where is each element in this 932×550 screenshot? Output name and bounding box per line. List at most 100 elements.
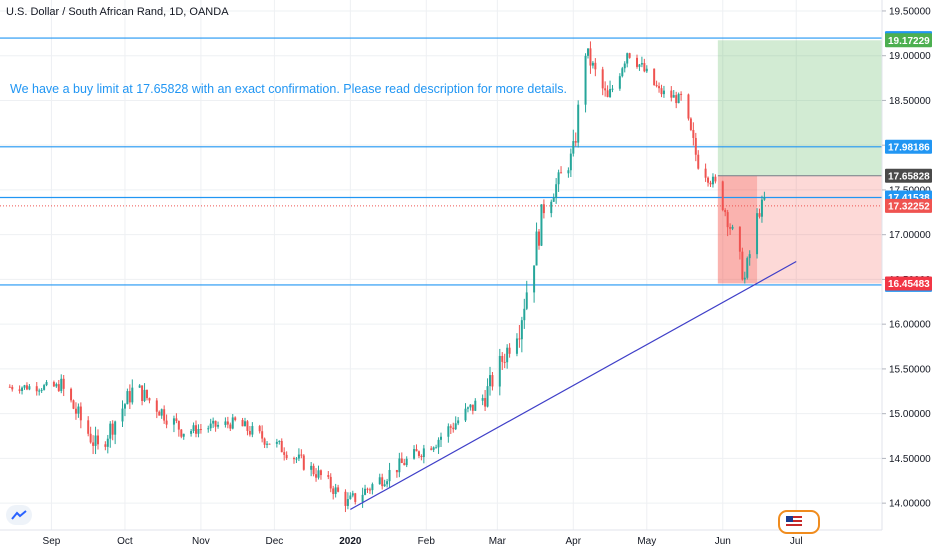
candle — [672, 90, 675, 98]
candle — [180, 429, 183, 439]
candle-body — [415, 449, 418, 452]
last-price-tag-text: 17.32252 — [888, 201, 930, 212]
candle — [454, 416, 457, 431]
candle-body — [212, 420, 215, 424]
candle — [677, 92, 680, 104]
candle — [694, 132, 697, 162]
candle-body — [368, 489, 371, 491]
candle-body — [217, 424, 220, 427]
candle — [297, 448, 300, 462]
candle-body — [172, 418, 175, 425]
candle-body — [251, 426, 254, 435]
candle — [662, 85, 665, 98]
x-tick-label: Feb — [418, 536, 436, 547]
candle — [449, 424, 452, 434]
candle — [121, 400, 124, 428]
candle-body — [317, 470, 320, 478]
candle — [653, 68, 656, 86]
candle — [312, 463, 315, 477]
x-tick-label: Nov — [192, 536, 210, 547]
candle-body — [57, 384, 60, 391]
candle — [660, 84, 663, 98]
candle — [422, 444, 425, 464]
candle — [388, 462, 391, 488]
candle — [364, 484, 367, 496]
candle-body — [658, 86, 661, 89]
last-price-tag: 17.32252 — [885, 198, 932, 213]
candle — [337, 484, 340, 493]
candle-body — [327, 475, 330, 477]
candle-body — [645, 68, 648, 72]
candle — [109, 421, 112, 448]
candle — [731, 224, 734, 231]
trade-annotation: We have a buy limit at 17.65828 with an … — [10, 82, 568, 96]
candle-body — [97, 435, 99, 445]
candle-body — [337, 487, 340, 492]
x-tick-label: Apr — [566, 536, 582, 547]
entry-price-tag-text: 17.65828 — [888, 171, 930, 182]
candle-body — [471, 404, 474, 411]
candle — [400, 452, 403, 464]
candle — [72, 399, 75, 410]
candle-body — [346, 499, 349, 506]
candle — [533, 265, 536, 303]
candle — [555, 178, 558, 204]
candle-body — [569, 153, 572, 171]
candle — [618, 73, 621, 91]
candle — [172, 415, 175, 433]
candle-body — [177, 421, 180, 430]
candle — [263, 437, 266, 448]
candle-body — [760, 199, 763, 217]
candle — [143, 383, 146, 403]
entry-price-tag-bg — [885, 168, 932, 183]
candle-body — [106, 438, 109, 447]
candle — [25, 382, 28, 391]
candle — [741, 247, 744, 281]
candle-body — [60, 378, 63, 391]
candle-body — [729, 227, 732, 229]
last-price-tag-bg — [885, 198, 932, 213]
candle-body — [55, 384, 58, 387]
candle-body — [364, 488, 367, 495]
candle-body — [165, 420, 168, 425]
candle — [758, 208, 761, 219]
candle-body — [114, 421, 117, 435]
candle-body — [604, 88, 607, 91]
level-price-tag-text: 17.41538 — [888, 193, 930, 204]
candle — [430, 446, 433, 451]
candle — [192, 422, 195, 434]
candle-body — [464, 408, 467, 421]
candle — [457, 417, 460, 426]
tradingview-logo-icon[interactable] — [6, 505, 32, 525]
candle — [317, 465, 320, 480]
candle-body — [707, 177, 710, 183]
entry-price-tag: 17.65828 — [885, 168, 932, 183]
candle — [569, 148, 572, 177]
candle-body — [89, 433, 92, 443]
candle — [395, 469, 398, 478]
candle-body — [506, 347, 509, 363]
candle — [114, 420, 117, 445]
candle — [334, 483, 337, 498]
candle-body — [214, 420, 217, 427]
candle-body — [518, 338, 521, 340]
candle-body — [589, 48, 592, 66]
candle — [52, 380, 55, 388]
candle — [190, 429, 193, 437]
candle-body — [437, 439, 440, 448]
candle-body — [572, 141, 575, 154]
loss-zone-active — [717, 175, 758, 284]
target-price-tag-text: 19.17229 — [888, 36, 930, 47]
candle — [146, 389, 148, 401]
candle-body — [540, 204, 543, 246]
candle — [655, 80, 658, 88]
candle-body — [315, 474, 318, 478]
candle-body — [469, 404, 472, 408]
candle-body — [334, 487, 337, 494]
level-price-tag-bg — [885, 139, 932, 154]
candle — [266, 441, 269, 449]
candle — [515, 333, 518, 357]
candle — [163, 405, 166, 424]
candle-body — [400, 458, 403, 463]
